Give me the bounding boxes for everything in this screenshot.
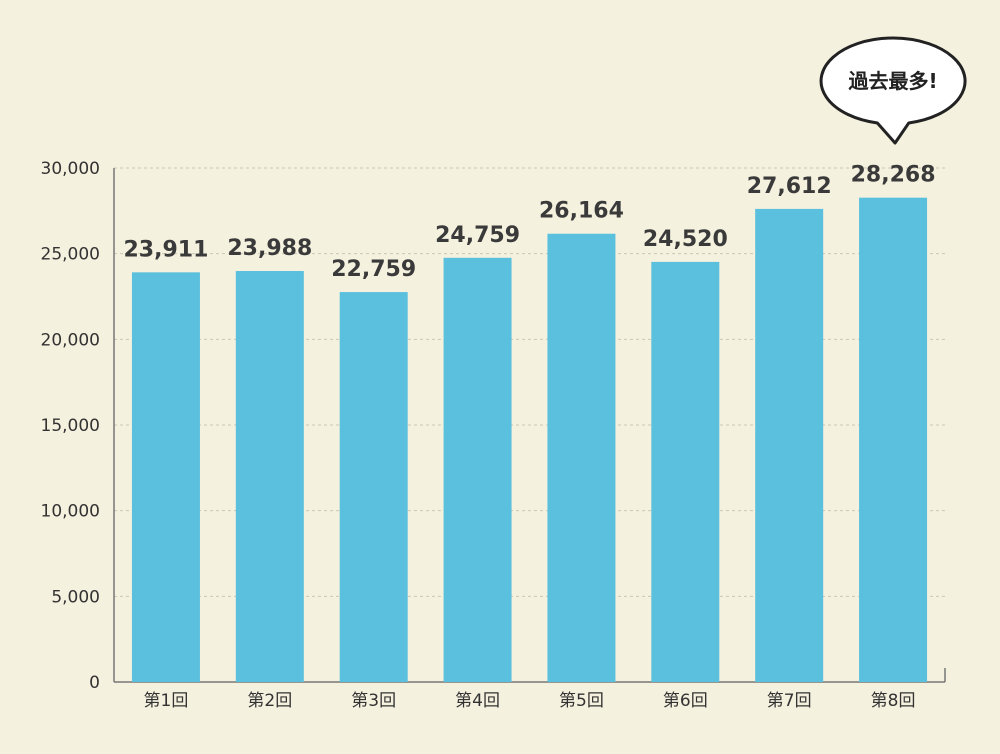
data-label: 22,759 — [331, 257, 416, 282]
x-tick-label: 第1回 — [144, 691, 189, 711]
data-label: 24,520 — [643, 227, 728, 252]
bars — [131, 197, 928, 683]
y-tick-label: 10,000 — [41, 502, 100, 522]
y-tick-label: 15,000 — [41, 416, 100, 436]
callout-bubble: 過去最多! — [819, 36, 967, 145]
data-label: 23,988 — [227, 236, 312, 261]
speech-bubble-shape — [819, 36, 967, 145]
bar — [755, 208, 824, 682]
bar — [339, 292, 408, 682]
bar — [443, 257, 512, 682]
x-tick-label: 第7回 — [767, 691, 812, 711]
data-label: 28,268 — [851, 163, 936, 188]
y-tick-label: 25,000 — [41, 245, 100, 265]
x-tick-label: 第6回 — [663, 691, 708, 711]
callout-text: 過去最多! — [849, 69, 938, 93]
data-label: 27,612 — [747, 174, 832, 199]
x-tick-label: 第2回 — [247, 691, 292, 711]
data-label: 24,759 — [435, 223, 520, 248]
y-tick-label: 20,000 — [41, 330, 100, 350]
data-label: 26,164 — [539, 199, 624, 224]
x-tick-label: 第5回 — [559, 691, 604, 711]
y-tick-label: 30,000 — [41, 159, 100, 179]
x-tick-label: 第8回 — [871, 691, 916, 711]
data-label: 23,911 — [123, 237, 208, 262]
bar — [547, 233, 616, 683]
bar — [651, 261, 720, 682]
bar — [235, 271, 304, 682]
bar — [131, 272, 200, 682]
x-tick-label: 第3回 — [351, 691, 396, 711]
x-tick-label: 第4回 — [455, 691, 500, 711]
y-tick-label: 0 — [89, 673, 100, 693]
bar — [859, 197, 928, 682]
data-labels: 23,911 第1回 23,988 第2回 22,759 第3回 24,759 第4回 26,1… — [123, 163, 935, 711]
y-tick-label: 5,000 — [51, 587, 100, 607]
